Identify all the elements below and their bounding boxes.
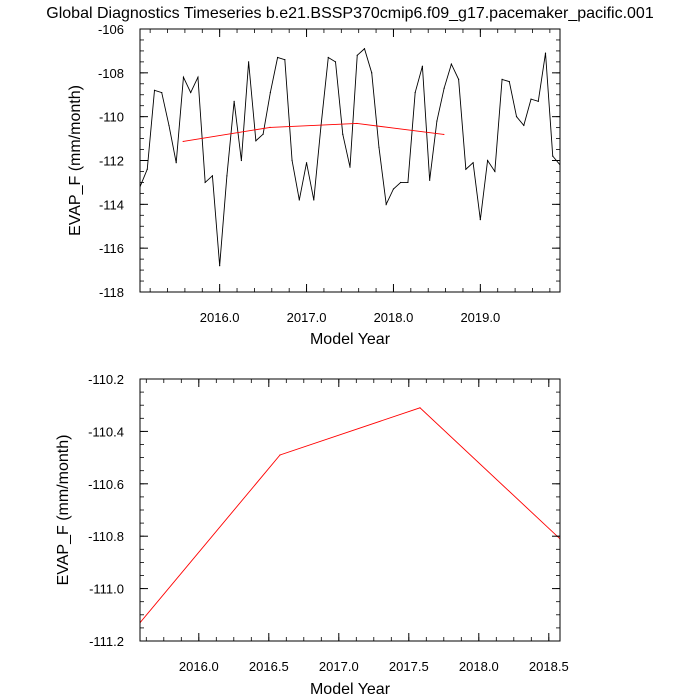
data-point-monthly	[313, 199, 315, 201]
x-axis-label: Model Year	[310, 681, 391, 698]
data-point-monthly	[515, 116, 518, 118]
data-point-monthly	[544, 52, 547, 54]
y-tick-label: -110.2	[88, 372, 124, 387]
data-point-monthly	[161, 91, 163, 94]
y-tick-label: -110.6	[88, 477, 124, 492]
data-point-monthly	[168, 124, 170, 127]
y-tick-label: -111.0	[89, 582, 124, 597]
data-point-monthly	[472, 162, 474, 164]
data-point-monthly	[248, 61, 250, 63]
x-tick-label: 2017.5	[389, 659, 429, 674]
x-tick-label: 2016.0	[200, 310, 240, 325]
data-point-monthly	[443, 87, 445, 89]
plot-frame	[139, 378, 561, 642]
data-point-monthly	[262, 133, 264, 135]
data-point-monthly	[349, 166, 351, 168]
series-line-annual-mean	[183, 123, 444, 142]
data-point-annual-mean	[279, 454, 281, 456]
monthly-timeseries-panel: 2016.0 2017.0 2018.0 2019.0 -118 -116 -114 -112…	[67, 22, 561, 348]
y-axis-label: EVAP_F (mm/month)	[55, 435, 72, 586]
data-point-monthly	[197, 76, 199, 78]
data-point-monthly	[378, 146, 380, 148]
data-point-monthly	[465, 168, 467, 170]
y-tick-label: -114	[99, 197, 124, 212]
data-point-monthly	[400, 181, 402, 184]
data-point-monthly	[458, 78, 460, 81]
x-tick-label: 2017.0	[287, 310, 327, 325]
x-tick-label: 2018.0	[459, 659, 499, 674]
data-point-monthly	[537, 100, 539, 102]
data-point-monthly	[486, 159, 489, 162]
data-point-monthly	[508, 81, 510, 83]
data-point-monthly	[298, 199, 300, 201]
x-tick-label: 2019.0	[460, 310, 500, 325]
data-point-monthly	[233, 100, 235, 102]
data-point-monthly	[392, 188, 395, 190]
data-point-monthly	[211, 175, 214, 177]
y-tick-label: -118	[99, 285, 124, 300]
y-tick-label: -110.8	[88, 529, 124, 544]
data-point-monthly	[429, 179, 431, 181]
data-point-monthly	[204, 181, 206, 184]
data-point-monthly	[276, 56, 279, 59]
x-tick-label: 2016.0	[179, 659, 219, 674]
data-point-monthly	[269, 91, 271, 94]
data-point-monthly	[530, 98, 532, 100]
data-point-monthly	[175, 162, 177, 164]
data-point-monthly	[284, 59, 286, 61]
y-tick-label: -108	[98, 66, 124, 81]
data-point-monthly	[219, 265, 221, 267]
data-point-monthly	[146, 168, 148, 170]
y-axis-label: EVAP_F (mm/month)	[67, 85, 84, 236]
data-point-monthly	[436, 120, 438, 122]
data-point-annual-mean	[356, 122, 358, 125]
y-tick-label: -110	[99, 110, 124, 125]
series-line-annual-mean	[140, 407, 560, 623]
figure-title: Global Diagnostics Timeseries b.e21.BSSP…	[46, 5, 654, 22]
data-point-monthly	[342, 133, 344, 135]
data-point-monthly	[523, 124, 525, 127]
x-axis-label: Model Year	[310, 331, 391, 348]
x-tick-label: 2017.0	[319, 659, 359, 674]
y-tick-label: -116	[99, 241, 124, 256]
data-point-monthly	[363, 48, 366, 50]
data-point-monthly	[494, 170, 496, 173]
data-point-monthly	[407, 181, 409, 184]
data-point-monthly	[501, 78, 503, 81]
data-point-monthly	[182, 76, 185, 78]
y-tick-label: -110.4	[88, 424, 124, 439]
data-point-annual-mean	[269, 126, 271, 129]
data-point-monthly	[421, 65, 424, 67]
data-point-annual-mean	[182, 140, 184, 143]
data-point-monthly	[414, 91, 416, 94]
data-point-monthly	[305, 162, 308, 164]
data-point-monthly	[385, 203, 387, 205]
series-line-monthly	[140, 47, 560, 266]
y-tick-label: -112	[99, 154, 124, 169]
annual-mean-panel: 2016.0 2016.5 2017.0 2017.5 2018.0 2018.5 -111…	[55, 372, 569, 698]
x-tick-label: 2018.5	[529, 659, 569, 674]
data-point-monthly	[450, 63, 452, 65]
data-point-monthly	[240, 159, 242, 162]
data-point-monthly	[479, 219, 481, 221]
data-point-monthly	[327, 56, 329, 59]
y-tick-label: -111.2	[89, 634, 124, 649]
data-point-monthly	[226, 175, 228, 177]
data-point-monthly	[153, 89, 156, 91]
data-point-monthly	[371, 72, 373, 74]
data-point-monthly	[552, 155, 554, 157]
data-point-annual-mean	[443, 133, 445, 136]
data-point-monthly	[356, 54, 358, 56]
data-point-monthly	[291, 159, 293, 162]
x-tick-label: 2018.0	[374, 310, 414, 325]
data-point-monthly	[190, 91, 192, 94]
x-tick-label: 2016.5	[249, 659, 289, 674]
y-tick-label: -106	[98, 22, 124, 37]
data-point-annual-mean	[419, 407, 421, 409]
data-point-monthly	[334, 61, 337, 63]
data-point-monthly	[255, 140, 257, 142]
